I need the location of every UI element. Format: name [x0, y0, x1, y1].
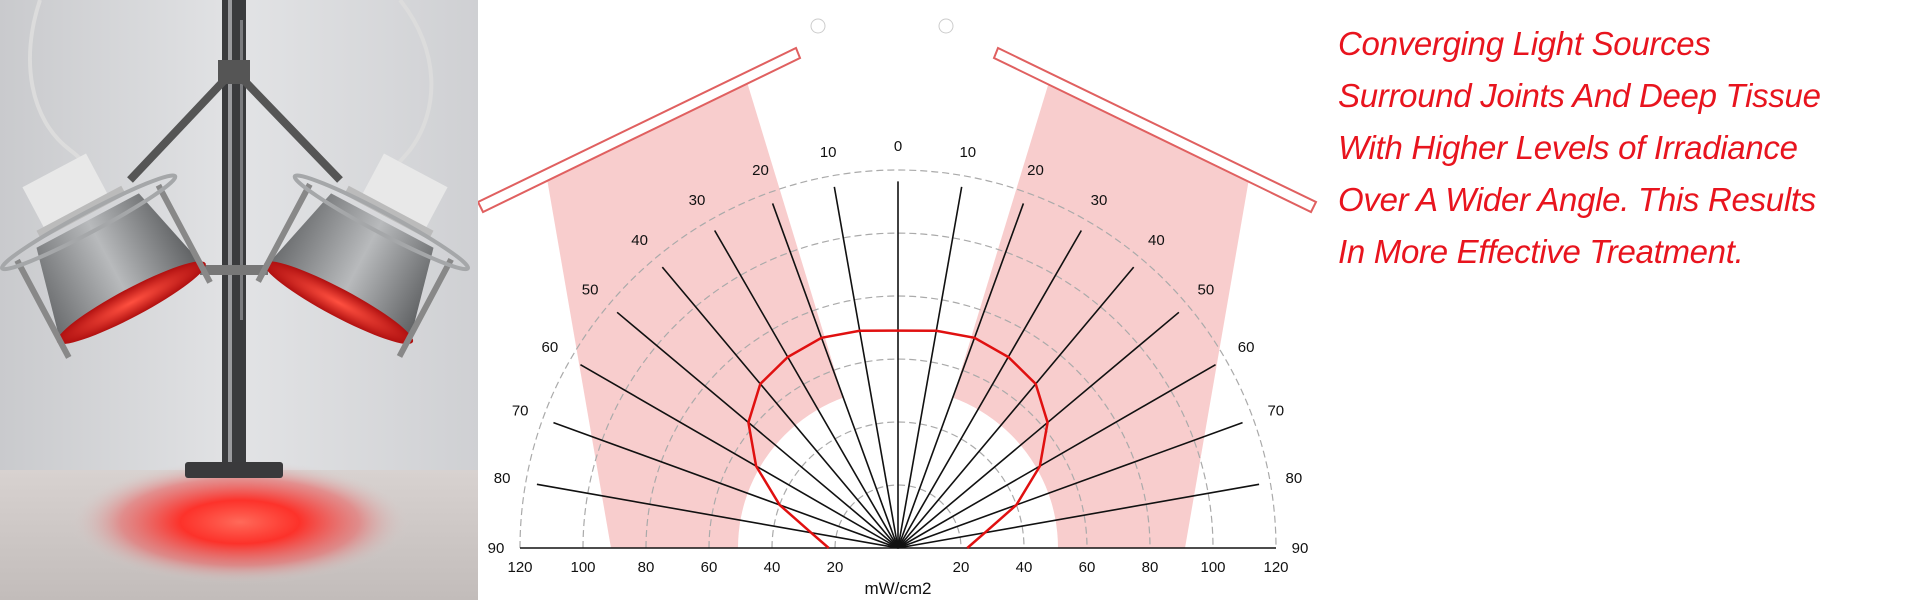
spoke-line	[897, 311, 1180, 549]
unit-label: mW/cm2	[864, 579, 931, 598]
angle-label: 70	[512, 403, 529, 420]
left-lamp	[0, 153, 213, 359]
spoke-line	[897, 203, 1025, 549]
grid-arc	[771, 421, 1025, 549]
angle-label: 40	[1148, 232, 1165, 249]
radial-label: 20	[827, 559, 844, 576]
radial-label: 40	[1016, 559, 1033, 576]
radial-label: 60	[1079, 559, 1096, 576]
radial-label: 60	[701, 559, 718, 576]
spoke-line	[713, 230, 899, 549]
grid-arc	[708, 358, 1088, 549]
irradiance-polar-diagram: 0 10 20 30 40 50 60 70 80 90 10 20 30 40 50 60 70 80 90 12…	[478, 18, 1318, 598]
angle-label: 10	[820, 144, 837, 161]
angle-label: 10	[959, 144, 976, 161]
angle-label: 20	[1027, 162, 1044, 179]
angle-label: 20	[752, 162, 769, 179]
radial-label: 80	[638, 559, 655, 576]
caption-line-3: With Higher Levels of Irradiance	[1338, 129, 1798, 166]
spoke-line	[897, 186, 963, 549]
grid-arc	[834, 484, 962, 549]
spoke-line	[897, 266, 1135, 549]
caption-line-2: Surround Joints And Deep Tissue	[1338, 77, 1821, 114]
lamp-photo	[0, 0, 478, 600]
stand-base	[185, 462, 283, 478]
radial-label: 100	[570, 559, 595, 576]
spoke-line	[897, 483, 1260, 549]
angle-label: 60	[1238, 339, 1255, 356]
angle-label: 90	[488, 540, 505, 557]
angle-label: 30	[689, 192, 706, 209]
spoke-line	[897, 363, 1216, 549]
radial-label: 120	[507, 559, 532, 576]
right-lamp	[255, 153, 471, 358]
left-lamp-panel	[478, 46, 802, 214]
radial-labels: 120 100 80 60 40 20 20 40 60 80 100 120	[507, 559, 1288, 576]
angle-spokes	[536, 181, 1260, 549]
radial-label: 120	[1263, 559, 1288, 576]
radial-label: 20	[953, 559, 970, 576]
angle-label: 70	[1267, 403, 1284, 420]
red-light-spot	[70, 460, 410, 584]
angle-label: 80	[494, 470, 511, 487]
irradiance-curve	[747, 329, 1049, 549]
grid-arc	[582, 232, 1214, 549]
radial-label: 100	[1200, 559, 1225, 576]
angle-label: 50	[582, 282, 599, 299]
angle-label: 0	[894, 138, 902, 155]
angle-label: 80	[1286, 470, 1303, 487]
caption-line-4: Over A Wider Angle. This Results	[1338, 181, 1816, 218]
radial-label: 40	[764, 559, 781, 576]
radial-grid	[519, 169, 1277, 549]
angle-label: 40	[631, 232, 648, 249]
spoke-line	[661, 266, 899, 549]
caption: Converging Light Sources Surround Joints…	[1338, 18, 1918, 278]
angle-label: 60	[542, 339, 559, 356]
spoke-line	[553, 421, 899, 549]
angle-labels: 0 10 20 30 40 50 60 70 80 90 10 20 30 40 50 60 70 80 90	[488, 138, 1309, 557]
spoke-line	[536, 483, 899, 549]
right-lamp-panel	[992, 46, 1318, 214]
spoke-line	[833, 186, 899, 549]
caption-line-1: Converging Light Sources	[1338, 25, 1711, 62]
angle-label: 50	[1198, 282, 1215, 299]
radial-label: 80	[1142, 559, 1159, 576]
spoke-line	[616, 311, 899, 549]
caption-line-5: In More Effective Treatment.	[1338, 233, 1744, 270]
spoke-line	[897, 230, 1083, 549]
spoke-line	[897, 421, 1243, 549]
grid-arc	[519, 169, 1277, 549]
spoke-line	[771, 203, 899, 549]
grid-arc	[645, 295, 1151, 549]
angle-label: 30	[1091, 192, 1108, 209]
angle-label: 90	[1292, 540, 1309, 557]
spoke-line	[580, 363, 899, 549]
